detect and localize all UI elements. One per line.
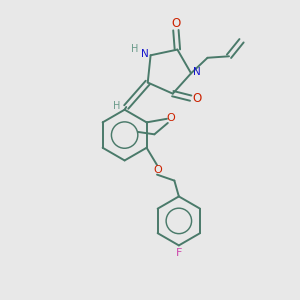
Text: O: O	[154, 166, 162, 176]
Text: F: F	[176, 248, 182, 258]
Text: N: N	[193, 67, 200, 77]
Text: N: N	[141, 49, 149, 59]
Text: O: O	[192, 92, 201, 105]
Text: H: H	[131, 44, 139, 54]
Text: H: H	[113, 100, 120, 110]
Text: O: O	[167, 113, 176, 123]
Text: O: O	[171, 17, 181, 30]
